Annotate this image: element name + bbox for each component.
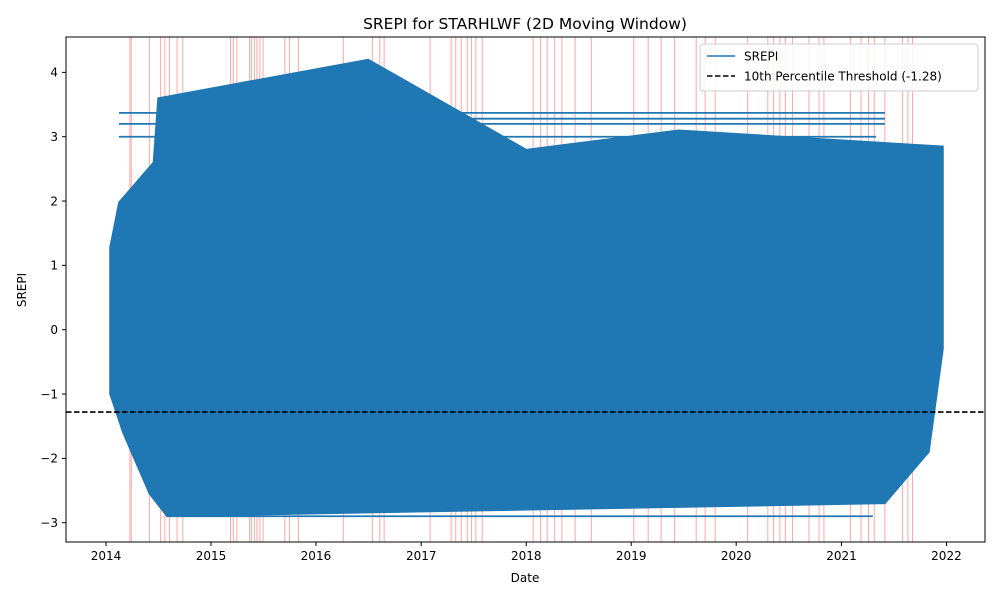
x-tick-label: 2014 xyxy=(91,549,122,563)
y-tick-label: 3 xyxy=(50,130,58,144)
chart-title: SREPI for STARHLWF (2D Moving Window) xyxy=(363,15,687,33)
y-tick-label: 2 xyxy=(50,194,58,208)
srepi-dense-band xyxy=(109,58,944,518)
x-tick-label: 2015 xyxy=(196,549,227,563)
legend-srepi-label: SREPI xyxy=(744,50,778,64)
y-tick-label: 1 xyxy=(50,259,58,273)
x-axis: 2014 2015 2016 2017 2018 2019 2020 2021 2022 xyxy=(91,542,962,563)
y-tick-label: −2 xyxy=(40,452,58,466)
y-tick-label: −1 xyxy=(40,387,58,401)
x-tick-label: 2017 xyxy=(406,549,437,563)
y-tick-label: 0 xyxy=(50,323,58,337)
y-axis-label: SREPI xyxy=(15,273,29,307)
y-axis: −3 −2 −1 0 1 2 3 4 xyxy=(40,66,66,530)
srepi-series-group xyxy=(109,58,944,518)
x-tick-label: 2016 xyxy=(301,549,332,563)
legend: SREPI 10th Percentile Threshold (-1.28) xyxy=(699,43,979,92)
legend-box xyxy=(699,43,979,92)
y-tick-label: 4 xyxy=(50,66,58,80)
x-tick-label: 2021 xyxy=(826,549,857,563)
plot-frame xyxy=(65,36,986,543)
x-tick-label: 2018 xyxy=(511,549,542,563)
x-axis-label: Date xyxy=(511,571,540,585)
y-tick-label: −3 xyxy=(40,516,58,530)
x-tick-label: 2019 xyxy=(616,549,647,563)
x-tick-label: 2020 xyxy=(721,549,752,563)
x-tick-label: 2022 xyxy=(931,549,962,563)
legend-threshold-label: 10th Percentile Threshold (-1.28) xyxy=(744,70,942,84)
